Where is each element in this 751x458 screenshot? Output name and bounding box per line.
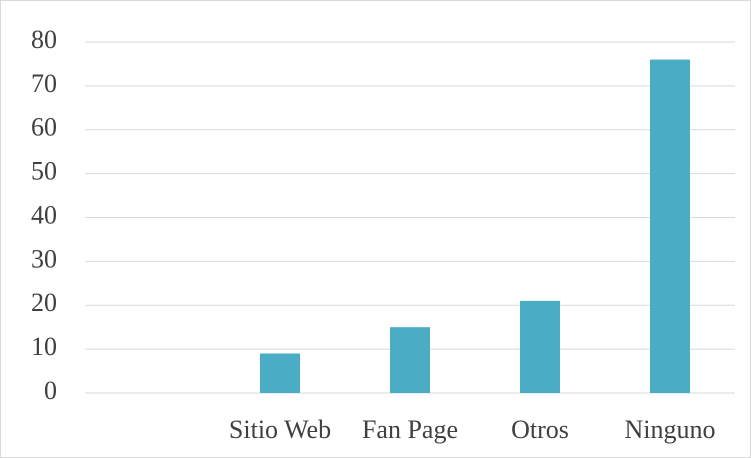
y-tick-label: 10 bbox=[31, 332, 57, 361]
y-tick-label: 20 bbox=[31, 288, 57, 317]
x-tick-label: Sitio Web bbox=[229, 415, 331, 444]
y-tick-label: 30 bbox=[31, 244, 57, 273]
y-tick-label: 80 bbox=[31, 25, 57, 54]
y-tick-label: 40 bbox=[31, 200, 57, 229]
bar bbox=[650, 59, 690, 394]
x-tick-label: Ninguno bbox=[625, 415, 716, 444]
y-tick-label: 0 bbox=[44, 376, 57, 405]
y-tick-label: 60 bbox=[31, 113, 57, 142]
x-tick-label: Otros bbox=[511, 415, 569, 444]
bar bbox=[390, 327, 430, 393]
x-tick-label: Fan Page bbox=[362, 415, 458, 444]
y-tick-label: 50 bbox=[31, 157, 57, 186]
bar bbox=[520, 300, 560, 393]
y-tick-label: 70 bbox=[31, 69, 57, 98]
bar bbox=[260, 353, 300, 393]
